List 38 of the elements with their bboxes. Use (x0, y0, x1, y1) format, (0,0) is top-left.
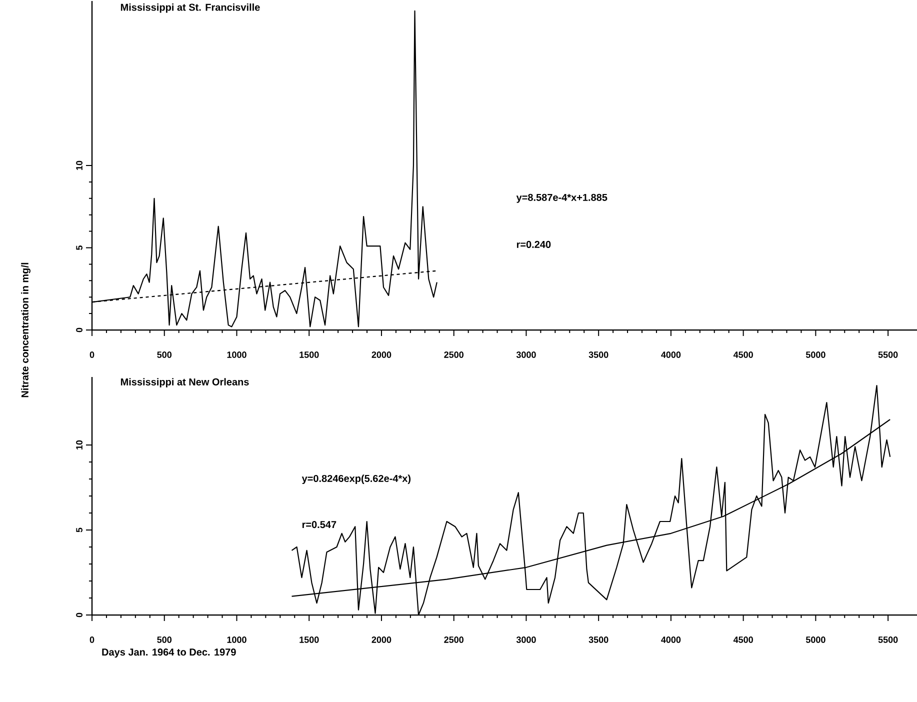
x-tick-label: 2000 (372, 636, 392, 643)
chart-title: Mississippi at New Orleans (120, 378, 249, 388)
x-tick-label: 3000 (516, 636, 536, 643)
x-axis-title: Days Jan. 1964 to Dec. 1979 (102, 648, 236, 658)
x-tick-label: 4500 (733, 352, 753, 358)
x-tick-label: 1500 (300, 352, 319, 358)
annotation: r=0.547 (302, 521, 336, 528)
y-tick-label: 0 (76, 612, 82, 618)
x-tick-label: 4000 (661, 352, 681, 358)
x-tick-label: 4000 (661, 636, 681, 643)
annotation: y=0.8246exp(5.62e-4*x) (302, 474, 411, 484)
x-tick-label: 0 (90, 352, 94, 358)
x-tick-label: 3500 (588, 352, 608, 358)
y-tick-label: 5 (76, 528, 82, 532)
x-tick-label: 0 (90, 636, 94, 643)
y-tick-label: 5 (76, 246, 82, 250)
x-tick-label: 2500 (444, 636, 464, 643)
x-tick-label: 1000 (227, 352, 246, 358)
y-axis-title: Nitrate concentration in mg/l (21, 262, 30, 398)
y-tick-label: 0 (76, 328, 82, 332)
x-tick-label: 3000 (516, 352, 536, 358)
y-tick-label: 10 (76, 160, 82, 170)
x-tick-label: 2000 (372, 352, 392, 358)
y-tick-label: 10 (76, 440, 82, 450)
x-tick-label: 500 (157, 636, 172, 643)
x-tick-label: 4500 (733, 636, 753, 643)
x-tick-label: 500 (157, 352, 172, 358)
x-tick-label: 5500 (878, 352, 898, 358)
chart-title: Mississippi at St. Francisville (120, 3, 260, 13)
x-tick-label: 1000 (227, 636, 246, 643)
x-tick-label: 5500 (878, 636, 898, 643)
x-tick-label: 2500 (444, 352, 464, 358)
x-tick-label: 3500 (588, 636, 608, 643)
annotation: r=0.240 (516, 240, 551, 248)
x-tick-label: 5000 (806, 636, 826, 643)
x-tick-label: 5000 (806, 352, 826, 358)
x-tick-label: 1500 (300, 636, 319, 643)
annotation: y=8.587e-4*x+1.885 (516, 194, 608, 203)
